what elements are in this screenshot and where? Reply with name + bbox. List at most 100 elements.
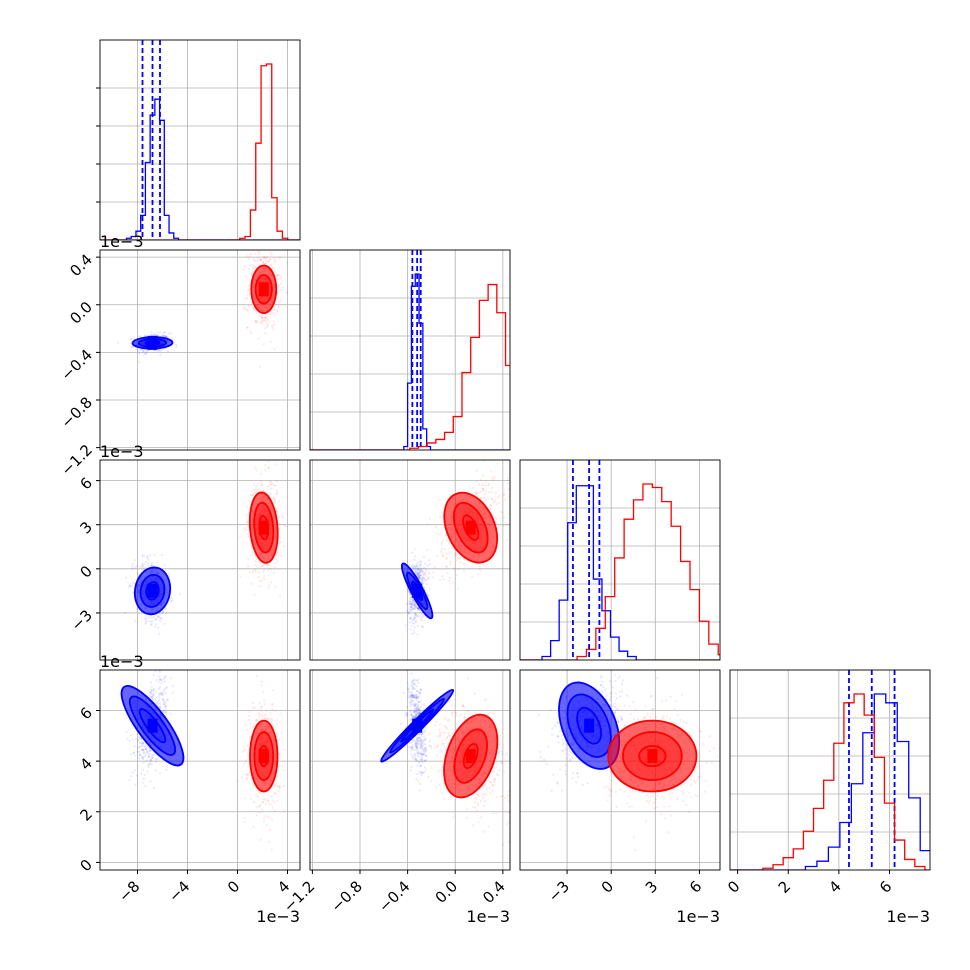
scatter-point xyxy=(269,567,272,571)
scatter-point xyxy=(163,711,167,714)
scatter-point xyxy=(461,704,464,707)
scatter-point xyxy=(412,696,415,699)
scatter-point xyxy=(252,701,255,705)
panel-content xyxy=(310,460,522,660)
scatter-point xyxy=(252,493,255,497)
scatter-point xyxy=(414,604,417,607)
scatter-point xyxy=(274,463,277,466)
scatter-point xyxy=(271,326,274,329)
scatter-point xyxy=(480,478,483,482)
scatter-point xyxy=(410,605,413,609)
scatter-point xyxy=(559,768,562,771)
scatter-point xyxy=(166,698,169,701)
scatter-point xyxy=(412,565,415,568)
scatter-point xyxy=(248,330,251,333)
scatter-point xyxy=(422,741,425,744)
scatter-point xyxy=(418,740,421,743)
scatter-point xyxy=(267,586,270,589)
scatter-point xyxy=(411,695,414,698)
scatter-point xyxy=(141,554,144,558)
scatter-point xyxy=(491,784,494,787)
scatter-point xyxy=(520,519,522,521)
scatter-point xyxy=(153,625,156,628)
scatter-point xyxy=(449,560,452,563)
scatter-point xyxy=(614,679,617,683)
scatter-point xyxy=(258,791,261,794)
scatter-point xyxy=(418,701,421,704)
scatter-point xyxy=(259,792,262,795)
scatter-point xyxy=(165,608,168,611)
scatter-point xyxy=(264,313,267,316)
scatter-point xyxy=(261,801,265,804)
scatter-point xyxy=(434,526,437,529)
scatter-point xyxy=(445,552,448,555)
scatter-point xyxy=(262,570,265,573)
scatter-point xyxy=(420,619,423,622)
scatter-point xyxy=(428,745,431,748)
scatter-point xyxy=(418,770,421,774)
scatter-point xyxy=(409,703,412,706)
scatter-point xyxy=(418,736,421,739)
scatter-point xyxy=(614,655,616,657)
scatter-point xyxy=(415,758,418,761)
scatter-point xyxy=(494,766,497,770)
scatter-point xyxy=(500,761,503,764)
scatter-point xyxy=(124,576,127,579)
scatter-point xyxy=(149,759,152,763)
scatter-point xyxy=(262,319,265,323)
scatter-point xyxy=(504,498,507,501)
scatter-point xyxy=(270,720,273,723)
scatter-point xyxy=(418,576,421,579)
scatter-point xyxy=(414,567,417,570)
scatter-point xyxy=(414,757,417,760)
scatter-point xyxy=(456,723,459,726)
scatter-point xyxy=(275,723,278,726)
scatter-point xyxy=(513,738,515,740)
scatter-point xyxy=(262,262,265,265)
scatter-point xyxy=(153,786,156,789)
scatter-point xyxy=(489,504,492,507)
scatter-point xyxy=(441,552,444,555)
scatter-point xyxy=(445,557,448,561)
scatter-point xyxy=(457,567,460,571)
scatter-point xyxy=(272,309,275,312)
panel-content xyxy=(520,460,720,660)
scatter-point xyxy=(139,736,142,739)
scatter-point xyxy=(151,562,154,565)
scatter-point xyxy=(422,739,425,742)
scatter-point xyxy=(409,616,412,619)
scatter-point xyxy=(411,685,414,689)
scatter-point xyxy=(152,693,155,696)
scatter-point xyxy=(171,599,174,602)
scatter-point xyxy=(419,700,422,703)
scatter-point xyxy=(267,799,270,802)
scatter-point xyxy=(128,583,131,586)
scatter-point xyxy=(268,248,270,250)
scatter-point xyxy=(408,607,411,611)
scatter-point xyxy=(419,570,422,573)
scatter-point xyxy=(411,622,414,625)
scatter-point xyxy=(492,478,495,481)
scatter-point xyxy=(138,360,141,363)
scatter-point xyxy=(424,768,427,771)
scatter-point xyxy=(406,705,409,709)
scatter-point xyxy=(163,680,166,683)
scatter-point xyxy=(127,585,130,588)
scatter-point xyxy=(158,349,161,352)
scatter-point xyxy=(139,754,142,757)
scatter-point xyxy=(420,753,423,756)
scatter-point xyxy=(619,695,622,698)
scatter-point xyxy=(166,350,169,353)
scatter-point xyxy=(155,760,158,763)
scatter-point xyxy=(150,622,153,626)
scatter-point xyxy=(243,748,246,751)
scatter-point xyxy=(145,621,148,624)
scatter-point xyxy=(141,758,144,761)
scatter-point xyxy=(419,691,422,694)
scatter-point xyxy=(413,631,416,635)
scatter-point xyxy=(444,732,447,735)
scatter-point xyxy=(153,698,156,701)
scatter-point xyxy=(134,754,137,757)
scatter-point xyxy=(169,662,171,664)
scatter-point xyxy=(169,712,172,715)
